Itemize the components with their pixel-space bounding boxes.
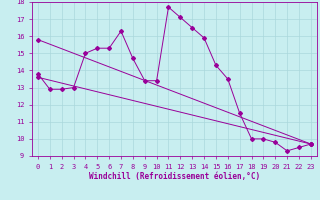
X-axis label: Windchill (Refroidissement éolien,°C): Windchill (Refroidissement éolien,°C)	[89, 172, 260, 181]
